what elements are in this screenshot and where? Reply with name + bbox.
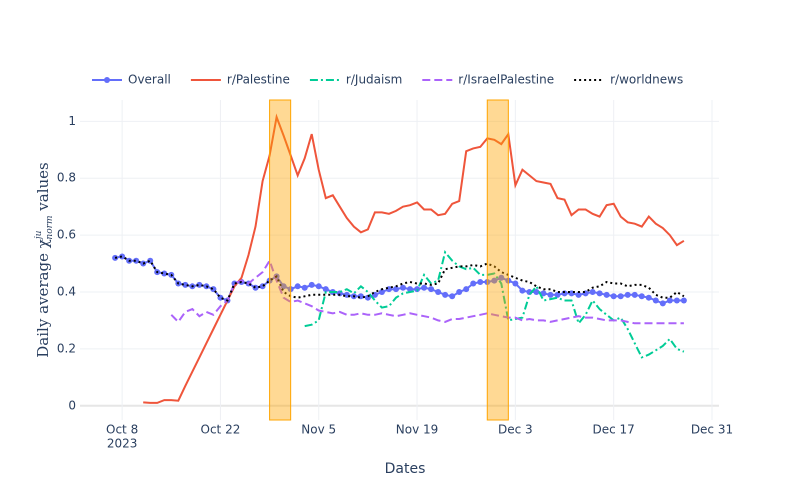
- data-point: [315, 283, 322, 290]
- data-point: [652, 297, 659, 304]
- legend-label: r/Palestine: [227, 73, 290, 87]
- series-line: [114, 255, 684, 305]
- y-label-text: Daily average: [34, 253, 52, 358]
- series-line: [114, 255, 685, 302]
- data-point: [392, 286, 399, 293]
- data-point: [308, 281, 315, 288]
- data-point: [182, 281, 189, 288]
- legend-label: r/IsraelPalestine: [458, 73, 554, 87]
- data-point: [547, 291, 554, 298]
- legend-label: r/worldnews: [610, 73, 683, 87]
- data-point: [589, 289, 596, 295]
- x-tick-label: Dec 3: [498, 423, 533, 437]
- y-tick-label: 0.8: [57, 171, 76, 185]
- data-point: [540, 290, 547, 297]
- y-tick-label: 0: [68, 398, 76, 412]
- data-point: [617, 293, 624, 300]
- data-point: [133, 257, 140, 264]
- data-point: [119, 253, 126, 260]
- x-axis-label: Dates: [385, 461, 426, 477]
- data-point: [400, 284, 407, 291]
- x-tick-label: Dec 17: [593, 423, 635, 437]
- data-point: [435, 289, 442, 295]
- data-point: [477, 279, 484, 286]
- data-point: [280, 283, 287, 290]
- series-line: [304, 250, 685, 359]
- y-label-text: values: [34, 162, 52, 211]
- data-point: [259, 283, 266, 290]
- y-axis-label: Daily average χjunorm values: [34, 162, 55, 357]
- data-point: [603, 291, 610, 298]
- y-tick-label: 1: [68, 114, 76, 128]
- data-point: [301, 284, 308, 291]
- x-tick-year: 2023: [107, 437, 138, 451]
- data-point: [680, 297, 687, 304]
- data-point: [575, 291, 582, 298]
- data-point: [666, 297, 673, 304]
- x-tick-label: Oct 8: [106, 423, 138, 437]
- data-point: [463, 286, 470, 293]
- series-line: [170, 258, 684, 325]
- data-point: [421, 284, 428, 291]
- data-point: [610, 293, 617, 300]
- y-tick-label: 0.4: [57, 285, 76, 299]
- data-point: [428, 286, 435, 293]
- data-point: [161, 270, 168, 277]
- x-tick-label: Nov 5: [301, 423, 336, 437]
- data-point: [659, 300, 666, 307]
- y-label-sup: ju: [34, 230, 44, 241]
- legend-label: Overall: [128, 73, 171, 87]
- data-point: [533, 289, 540, 295]
- y-label-symbol: χ: [34, 239, 52, 248]
- y-label-sub: norm: [45, 216, 55, 240]
- y-tick-label: 0.6: [57, 228, 76, 242]
- shaded-region: [269, 99, 292, 421]
- data-point: [407, 286, 414, 293]
- data-point: [442, 291, 449, 298]
- data-point: [673, 297, 680, 304]
- data-point: [596, 290, 603, 297]
- data-point: [322, 286, 329, 293]
- data-point: [631, 291, 638, 298]
- y-tick-label: 0.2: [57, 341, 76, 355]
- grid: [80, 100, 719, 420]
- data-point: [470, 280, 477, 287]
- data-point: [519, 287, 526, 294]
- data-point: [378, 289, 385, 295]
- data-point: [252, 284, 259, 291]
- data-point: [624, 291, 631, 298]
- legend-marker: [104, 77, 110, 83]
- data-point: [512, 280, 519, 287]
- data-point: [638, 293, 645, 300]
- data-point: [498, 274, 505, 281]
- data-point: [554, 291, 561, 298]
- legend-label: r/Judaism: [346, 73, 402, 87]
- data-point: [449, 293, 456, 300]
- shaded-region: [486, 99, 509, 421]
- data-point: [491, 277, 498, 284]
- x-tick-label: Oct 22: [201, 423, 241, 437]
- data-point: [456, 289, 463, 295]
- data-point: [294, 283, 301, 290]
- x-tick-label: Dec 31: [691, 423, 733, 437]
- data-point: [645, 294, 652, 301]
- x-tick-label: Nov 19: [396, 423, 439, 437]
- data-point: [196, 281, 203, 288]
